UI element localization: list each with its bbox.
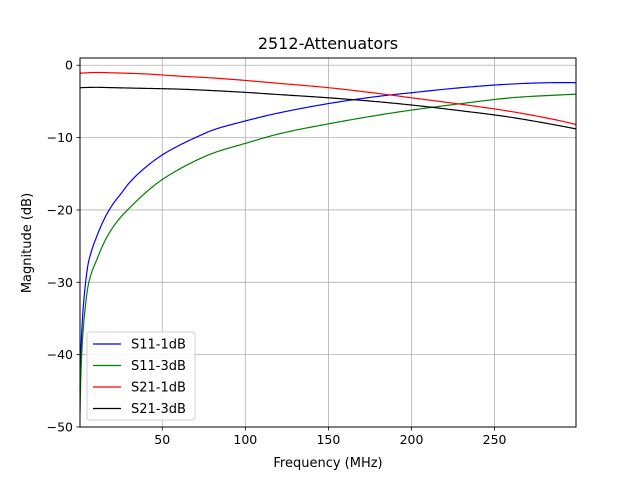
y-tick-label: −40	[47, 347, 73, 362]
series-lines	[79, 71, 577, 413]
y-tick-label: −50	[47, 420, 73, 435]
series-line-S11-1dB	[79, 82, 576, 391]
legend-label: S21-1dB	[131, 381, 186, 396]
ticks: 50 100 150 200 250 0 −10 −20 −30 −40 −50	[47, 58, 507, 447]
x-tick-label: 250	[483, 432, 507, 447]
legend: S11-1dB S11-3dB S21-1dB S21-3dB	[86, 331, 196, 421]
y-tick-label: −30	[47, 275, 73, 290]
legend-label: S21-3dB	[131, 402, 186, 417]
x-axis-label: Frequency (MHz)	[273, 456, 382, 471]
series-line-S11-3dB	[79, 93, 577, 413]
y-tick-label: −20	[47, 202, 73, 217]
y-tick-label: 0	[65, 58, 73, 73]
x-tick-label: 200	[400, 432, 424, 447]
x-tick-label: 100	[233, 432, 257, 447]
chart-title: 2512-Attenuators	[258, 34, 398, 53]
legend-label: S11-3dB	[131, 359, 186, 374]
series-line-S21-1dB	[79, 71, 577, 126]
plot-frame	[79, 57, 577, 428]
y-tick-label: −10	[47, 130, 73, 145]
y-axis-label: Magnitude (dB)	[20, 193, 35, 293]
series-line-S21-3dB	[79, 86, 577, 130]
legend-label: S11-1dB	[131, 338, 186, 353]
legend-box	[86, 331, 196, 421]
x-tick-label: 50	[154, 432, 170, 447]
x-tick-label: 150	[316, 432, 340, 447]
